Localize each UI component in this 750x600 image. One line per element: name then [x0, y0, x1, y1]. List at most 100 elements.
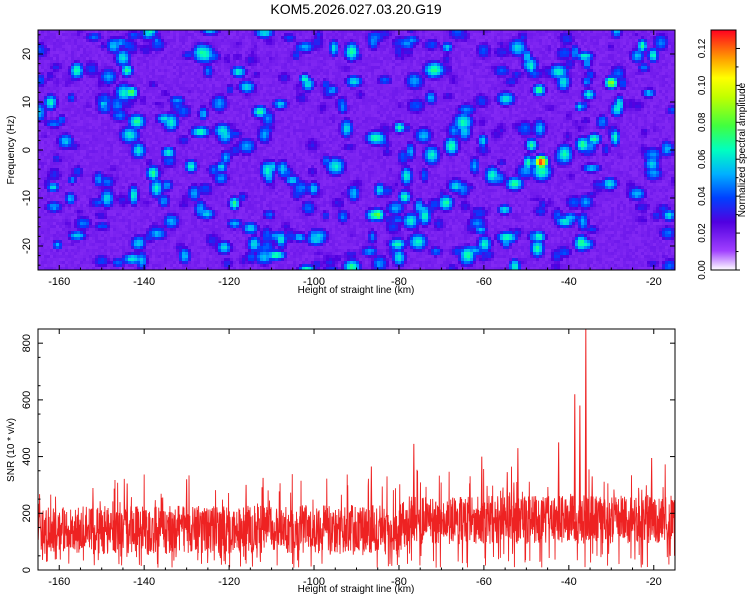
- heatmap-cell: [215, 66, 219, 70]
- heatmap-cell: [179, 99, 183, 103]
- heatmap-cell: [266, 69, 270, 73]
- heatmap-cell: [560, 87, 564, 91]
- heatmap-cell: [59, 33, 63, 37]
- heatmap-cell: [308, 57, 312, 61]
- heatmap-cell: [218, 72, 222, 76]
- heatmap-cell: [446, 48, 450, 52]
- heatmap-cell: [410, 96, 414, 100]
- heatmap-cell: [176, 69, 180, 73]
- heatmap-cell: [128, 63, 132, 67]
- heatmap-cell: [395, 96, 399, 100]
- heatmap-cell: [422, 48, 426, 52]
- heatmap-cell: [593, 48, 597, 52]
- heatmap-cell: [161, 69, 165, 73]
- heatmap-cell: [41, 63, 45, 67]
- heatmap-cell: [167, 57, 171, 61]
- heatmap-cell: [74, 87, 78, 91]
- heatmap-cell: [635, 54, 639, 58]
- heatmap-cell: [500, 78, 504, 82]
- heatmap-cell: [134, 84, 138, 88]
- heatmap-cell: [263, 78, 267, 82]
- heatmap-cell: [383, 42, 387, 46]
- heatmap-cell: [56, 39, 60, 43]
- heatmap-cell: [233, 81, 237, 85]
- heatmap-cell: [344, 63, 348, 67]
- heatmap-cell: [632, 39, 636, 43]
- heatmap-cell: [344, 42, 348, 46]
- heatmap-cell: [212, 60, 216, 64]
- heatmap-cell: [401, 87, 405, 91]
- heatmap-cell: [230, 30, 234, 34]
- heatmap-cell: [440, 87, 444, 91]
- heatmap-cell: [134, 60, 138, 64]
- heatmap-cell: [596, 96, 600, 100]
- heatmap-cell: [272, 60, 276, 64]
- heatmap-cell: [497, 75, 501, 79]
- heatmap-cell: [44, 60, 48, 64]
- heatmap-cell: [56, 48, 60, 52]
- heatmap-cell: [590, 66, 594, 70]
- heatmap-cell: [179, 66, 183, 70]
- heatmap-cell: [161, 57, 165, 61]
- heatmap-cell: [662, 63, 666, 67]
- heatmap-cell: [398, 63, 402, 67]
- heatmap-cell: [485, 75, 489, 79]
- heatmap-cell: [602, 57, 606, 61]
- heatmap-cell: [119, 36, 123, 40]
- heatmap-cell: [380, 84, 384, 88]
- heatmap-cell: [143, 30, 147, 34]
- heatmap-cell: [173, 66, 177, 70]
- heatmap-cell: [92, 93, 96, 97]
- heatmap-cell: [212, 72, 216, 76]
- heatmap-cell: [203, 81, 207, 85]
- heatmap-cell: [197, 96, 201, 100]
- heatmap-cell: [239, 33, 243, 37]
- heatmap-cell: [323, 63, 327, 67]
- heatmap-cell: [107, 90, 111, 94]
- heatmap-cell: [362, 51, 366, 55]
- heatmap-cell: [650, 75, 654, 79]
- heatmap-cell: [374, 66, 378, 70]
- heatmap-cell: [176, 39, 180, 43]
- heatmap-cell: [506, 90, 510, 94]
- heatmap-cell: [395, 87, 399, 91]
- heatmap-cell: [587, 84, 591, 88]
- heatmap-cell: [59, 51, 63, 55]
- heatmap-cell: [659, 66, 663, 70]
- heatmap-cell: [467, 90, 471, 94]
- heatmap-cell: [137, 84, 141, 88]
- heatmap-cell: [233, 66, 237, 70]
- heatmap-cell: [542, 36, 546, 40]
- heatmap-cell: [182, 69, 186, 73]
- heatmap-cell: [410, 72, 414, 76]
- heatmap-cell: [329, 87, 333, 91]
- heatmap-cell: [356, 42, 360, 46]
- heatmap-cell: [83, 78, 87, 82]
- heatmap-cell: [419, 60, 423, 64]
- heatmap-cell: [92, 96, 96, 100]
- heatmap-cell: [659, 51, 663, 55]
- heatmap-cell: [260, 87, 264, 91]
- heatmap-cell: [593, 72, 597, 76]
- heatmap-cell: [371, 33, 375, 37]
- heatmap-cell: [134, 30, 138, 34]
- heatmap-cell: [569, 51, 573, 55]
- heatmap-cell: [320, 63, 324, 67]
- heatmap-cell: [38, 48, 42, 52]
- heatmap-cell: [170, 78, 174, 82]
- heatmap-cell: [326, 87, 330, 91]
- heatmap-cell: [566, 63, 570, 67]
- heatmap-cell: [119, 30, 123, 34]
- heatmap-cell: [266, 75, 270, 79]
- heatmap-cell: [359, 75, 363, 79]
- heatmap-cell: [47, 48, 51, 52]
- heatmap-cell: [638, 96, 642, 100]
- heatmap-cell: [497, 63, 501, 67]
- heatmap-cell: [47, 33, 51, 37]
- heatmap-cell: [287, 96, 291, 100]
- heatmap-cell: [566, 36, 570, 40]
- heatmap-cell: [122, 54, 126, 58]
- heatmap-cell: [563, 57, 567, 61]
- heatmap-cell: [341, 84, 345, 88]
- heatmap-cell: [86, 57, 90, 61]
